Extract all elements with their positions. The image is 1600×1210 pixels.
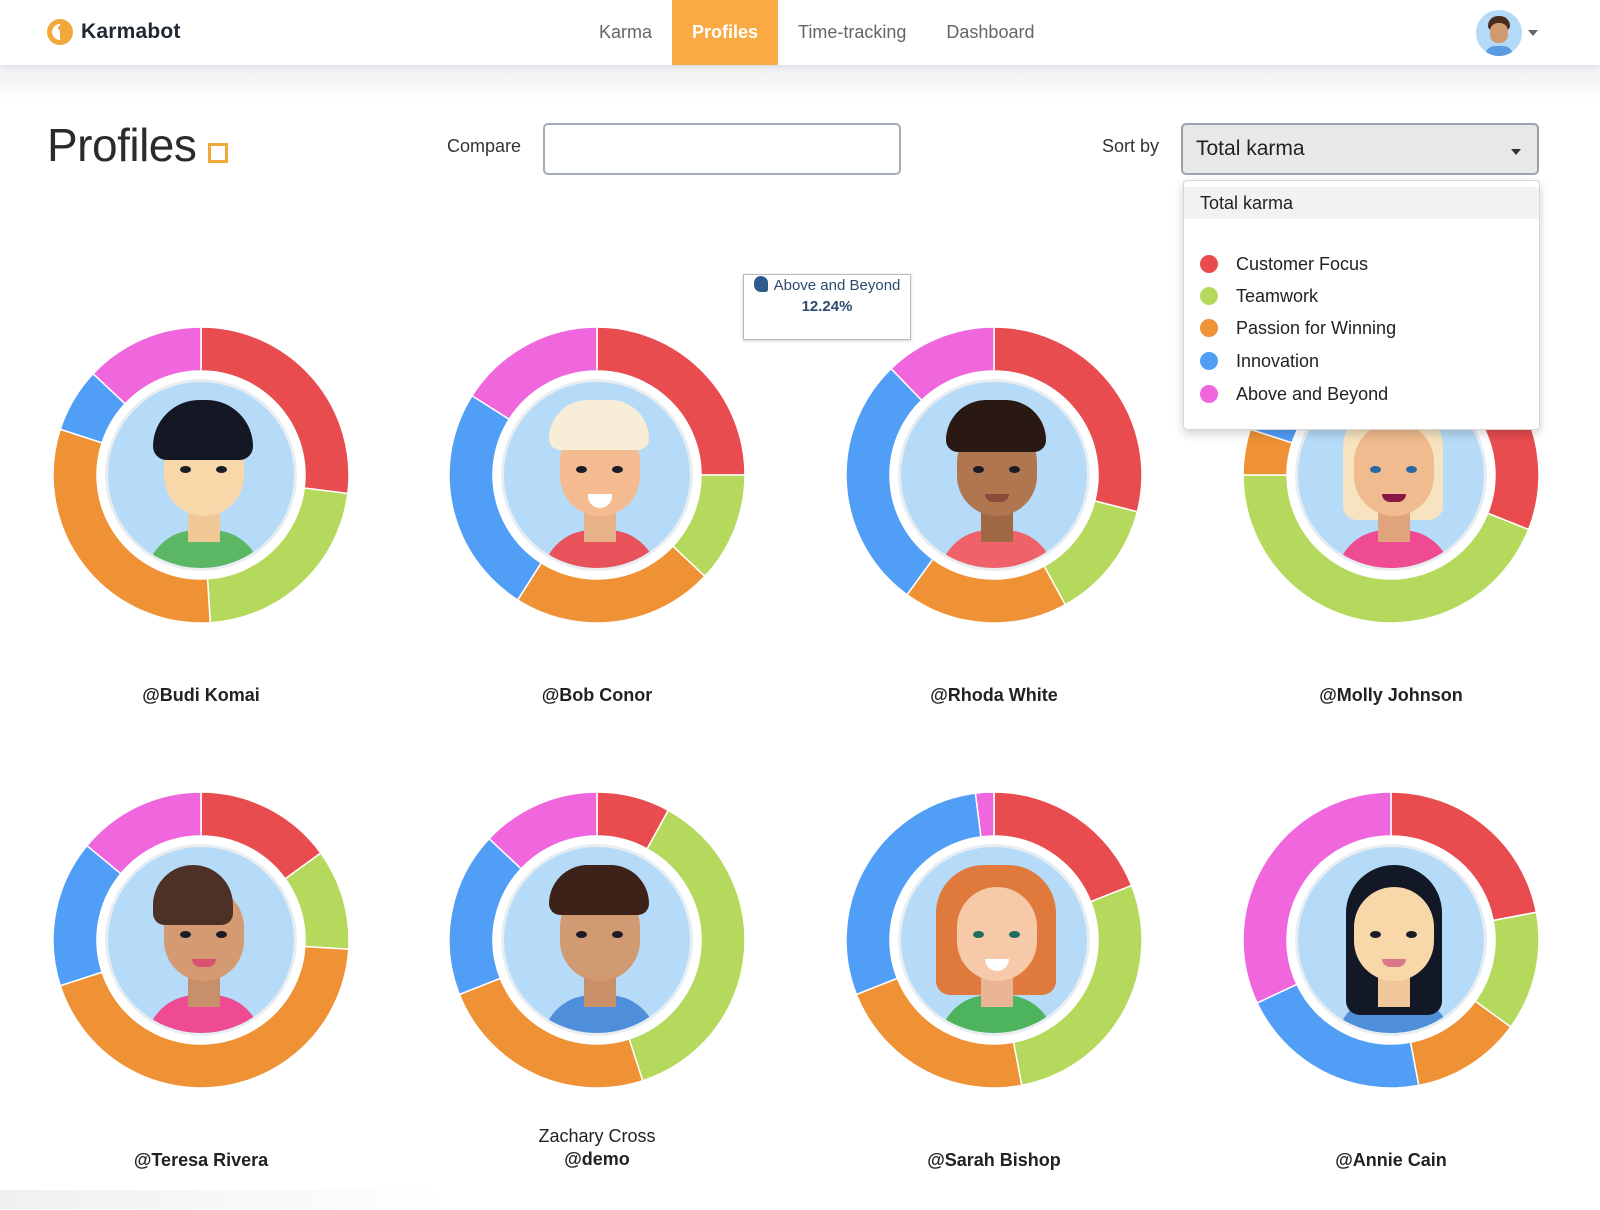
donut-segment-above-and-beyond[interactable] <box>85 791 202 875</box>
chevron-down-icon[interactable] <box>1528 30 1538 36</box>
tooltip-category: Above and Beyond <box>773 277 901 294</box>
karma-donut-chart[interactable] <box>51 790 351 1090</box>
blue-dot-icon <box>1200 352 1218 370</box>
nav-dashboard[interactable]: Dashboard <box>946 22 1035 42</box>
orange-dot-icon <box>1200 319 1218 337</box>
avatar-face <box>1490 23 1508 43</box>
karma-donut-chart[interactable] <box>447 325 747 625</box>
donut-segment-above-and-beyond[interactable] <box>890 326 995 402</box>
profile-card[interactable]: @Bob Conor <box>437 325 757 745</box>
profile-name[interactable]: @Teresa Rivera <box>41 1150 361 1171</box>
sort-label: Sort by <box>1102 136 1160 156</box>
avatar <box>105 844 297 1036</box>
brand-name: Karmabot <box>81 20 181 43</box>
avatar <box>501 844 693 1036</box>
donut-segment-teamwork[interactable] <box>628 809 746 1082</box>
donut-segment-teamwork[interactable] <box>1242 474 1530 624</box>
donut-segment-passion-for-winning[interactable] <box>52 428 212 624</box>
main-nav: Karma Profiles Time-tracking Dashboard <box>579 0 1054 65</box>
bottom-shadow <box>0 1190 450 1209</box>
karma-donut-chart[interactable] <box>51 325 351 625</box>
dropdown-option-passion-for-winning[interactable]: Passion for Winning <box>1200 313 1396 343</box>
profile-card[interactable]: @Budi Komai <box>41 325 361 745</box>
nav-time-tracking[interactable]: Time-tracking <box>798 22 907 42</box>
user-menu[interactable] <box>1476 10 1538 56</box>
donut-segment-above-and-beyond[interactable] <box>974 791 995 838</box>
profile-handle[interactable]: @Budi Komai <box>142 685 260 705</box>
karma-donut-chart[interactable] <box>844 790 1144 1090</box>
option-label: Teamwork <box>1236 285 1319 306</box>
chart-tooltip: Above and Beyond 12.24% <box>743 274 911 340</box>
avatar <box>501 379 693 571</box>
avatar <box>105 379 297 571</box>
profile-card[interactable]: @Rhoda White <box>834 325 1154 745</box>
donut-segment-above-and-beyond[interactable] <box>1242 791 1392 1005</box>
donut-segment-above-and-beyond[interactable] <box>92 326 202 405</box>
profile-name[interactable]: @Budi Komai <box>41 685 361 706</box>
user-avatar[interactable] <box>1476 10 1522 56</box>
donut-segment-above-and-beyond[interactable] <box>488 791 598 870</box>
red-dot-icon <box>1200 255 1218 273</box>
tooltip-value: 12.24% <box>801 298 853 315</box>
dropdown-option-customer-focus[interactable]: Customer Focus <box>1200 249 1368 279</box>
profile-name[interactable]: @Annie Cain <box>1231 1150 1551 1171</box>
profile-handle[interactable]: @Molly Johnson <box>1319 685 1463 705</box>
nav-profiles[interactable]: Profiles <box>672 0 779 65</box>
avatar-shirt <box>1485 46 1513 56</box>
yin-yang-logo-icon <box>47 19 73 45</box>
dropdown-option-innovation[interactable]: Innovation <box>1200 346 1319 376</box>
option-label: Passion for Winning <box>1236 317 1397 338</box>
profile-handle[interactable]: @Teresa Rivera <box>133 1150 269 1170</box>
karma-donut-chart[interactable] <box>447 790 747 1090</box>
profile-name[interactable]: @Molly Johnson <box>1231 685 1551 706</box>
speaking-head-icon <box>753 276 768 292</box>
profile-name[interactable]: @Rhoda White <box>834 685 1154 706</box>
profile-card[interactable]: Zachary Cross @demo <box>437 790 757 1210</box>
profile-handle[interactable]: @Annie Cain <box>1335 1150 1447 1170</box>
green-dot-icon <box>1200 287 1218 305</box>
sort-dropdown-menu: Total karma Customer Focus Teamwork Pass… <box>1183 180 1540 430</box>
option-label: Innovation <box>1236 350 1320 371</box>
profile-display-name: Zachary Cross <box>538 1126 656 1146</box>
compare-input[interactable] <box>543 123 901 175</box>
avatar <box>1295 844 1487 1036</box>
option-label: Customer Focus <box>1236 253 1369 274</box>
dropdown-option-above-and-beyond[interactable]: Above and Beyond <box>1200 379 1388 409</box>
dropdown-option-total-karma[interactable]: Total karma <box>1184 187 1539 219</box>
profile-card[interactable]: @Sarah Bishop <box>834 790 1154 1210</box>
dropdown-option-teamwork[interactable]: Teamwork <box>1200 281 1318 311</box>
profile-card[interactable]: @Teresa Rivera <box>41 790 361 1210</box>
karma-donut-chart[interactable] <box>1241 790 1541 1090</box>
nav-karma[interactable]: Karma <box>599 22 653 42</box>
profile-name[interactable]: @Bob Conor <box>437 685 757 706</box>
sort-selected-value: Total karma <box>1196 137 1305 160</box>
page-title-text: Profiles <box>47 119 197 171</box>
page-title: Profiles <box>47 118 229 172</box>
chevron-down-icon <box>1511 149 1521 155</box>
profile-handle[interactable]: @Rhoda White <box>930 685 1058 705</box>
brand[interactable]: Karmabot <box>47 19 181 45</box>
header-shadow <box>0 65 1600 103</box>
compare-label: Compare <box>447 136 522 156</box>
profile-name[interactable]: Zachary Cross @demo <box>437 1126 757 1170</box>
donut-segment-above-and-beyond[interactable] <box>471 326 598 421</box>
pink-dot-icon <box>1200 385 1218 403</box>
sort-select[interactable]: Total karma <box>1181 123 1539 175</box>
square-icon <box>208 143 229 163</box>
profile-handle[interactable]: @demo <box>564 1149 630 1169</box>
avatar <box>898 379 1090 571</box>
option-label: Above and Beyond <box>1236 383 1389 404</box>
top-navbar: Karmabot Karma Profiles Time-tracking Da… <box>0 0 1600 65</box>
profile-handle[interactable]: @Bob Conor <box>541 685 653 705</box>
avatar <box>898 844 1090 1036</box>
profile-name[interactable]: @Sarah Bishop <box>834 1150 1154 1171</box>
profile-card[interactable]: @Annie Cain <box>1231 790 1551 1210</box>
karma-donut-chart[interactable] <box>844 325 1144 625</box>
profile-handle[interactable]: @Sarah Bishop <box>927 1150 1061 1170</box>
